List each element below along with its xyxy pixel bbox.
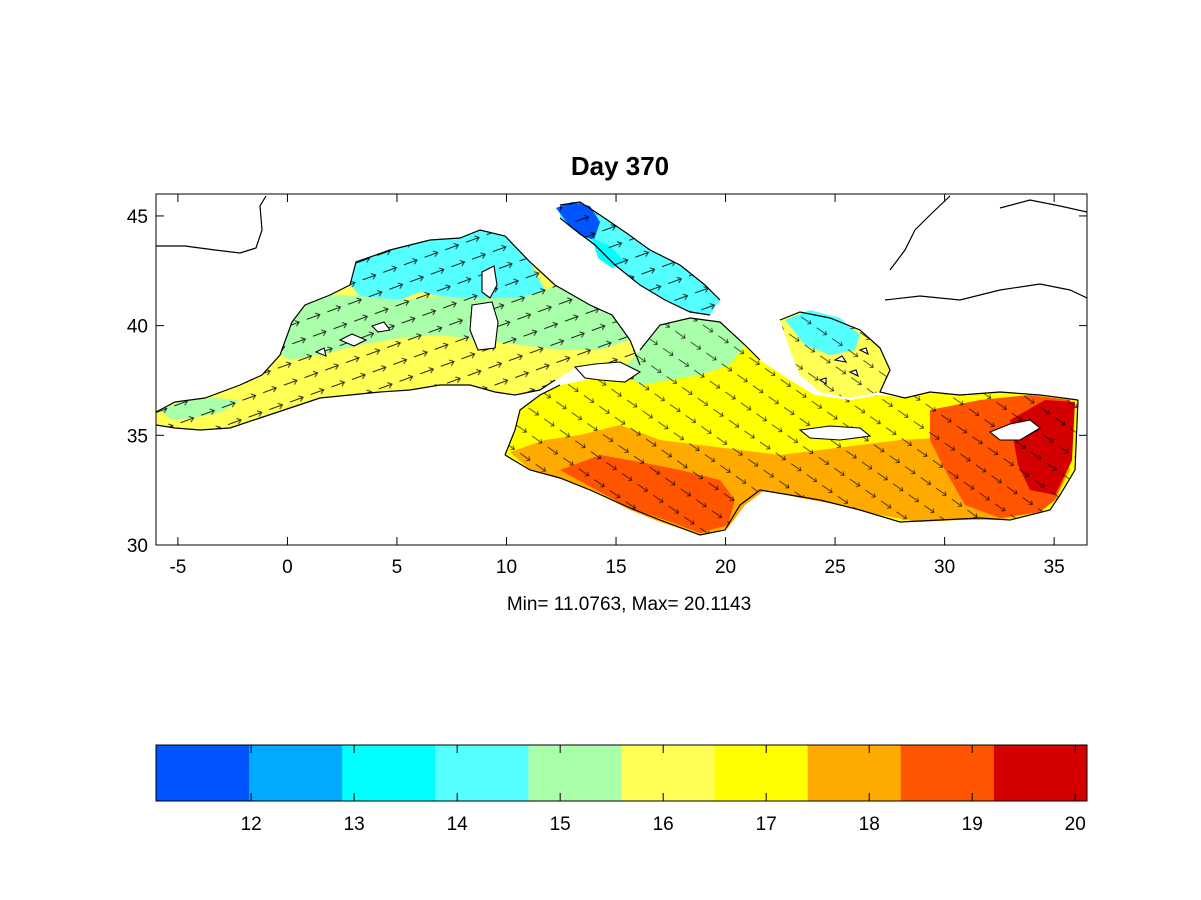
colorbar-swatch (156, 745, 250, 801)
colorbar-swatch (900, 745, 995, 801)
x-tick-label: 30 (934, 557, 955, 578)
colorbar-tick-label: 12 (241, 814, 262, 835)
min-max-caption: Min= 11.0763, Max= 20.1143 (507, 594, 751, 615)
x-tick-label: 0 (282, 557, 293, 578)
colorbar-swatch (621, 745, 716, 801)
sea-surface-temperature-map (156, 195, 1087, 536)
balearic-islands (314, 321, 391, 357)
sicily (573, 361, 642, 383)
colorbar-swatch (807, 745, 902, 801)
y-tick-label: 35 (127, 426, 148, 447)
x-tick-label: 15 (605, 557, 626, 578)
colorbar-swatch (435, 745, 529, 801)
x-tick-label: 35 (1044, 557, 1065, 578)
chart-title: Day 370 (571, 151, 669, 181)
y-tick-label: 30 (127, 536, 148, 557)
x-tick-label: 25 (825, 557, 846, 578)
sardinia (469, 301, 499, 351)
x-tick-label: 10 (496, 557, 517, 578)
x-axis: -5 0 5 10 15 20 25 30 35 (169, 194, 1065, 578)
y-tick-label: 45 (127, 207, 148, 228)
colorbar-tick-label: 14 (447, 814, 469, 835)
x-tick-label: -5 (169, 557, 186, 578)
aegean-islands (818, 347, 869, 386)
colorbar-tick-label: 18 (859, 814, 880, 835)
x-tick-label: 20 (715, 557, 736, 578)
colorbar-frame (155, 744, 1088, 802)
y-axis: 30 35 40 45 (127, 207, 1087, 557)
colorbar-swatch (528, 745, 622, 801)
colorbar-tick-label: 16 (653, 814, 674, 835)
y-tick-label: 40 (127, 317, 148, 338)
colorbar-tick-label: 20 (1065, 814, 1086, 835)
colorbar-swatch (714, 745, 809, 801)
colorbar-tick-label: 15 (550, 814, 571, 835)
coastlines (156, 195, 1087, 536)
colorbar-swatch (249, 745, 343, 801)
colorbar: 12 13 14 15 16 17 18 19 20 (155, 744, 1088, 835)
colorbar-tick-label: 19 (962, 814, 983, 835)
colorbar-tick-label: 13 (344, 814, 365, 835)
corsica (481, 265, 498, 299)
crete (798, 425, 872, 441)
colorbar-swatch (342, 745, 436, 801)
colorbar-swatch (993, 745, 1088, 801)
plot-frame (155, 193, 1088, 546)
velocity-vectors (156, 202, 1078, 535)
islands (314, 265, 1041, 441)
x-tick-label: 5 (392, 557, 403, 578)
colorbar-tick-label: 17 (756, 814, 777, 835)
cyprus (988, 419, 1041, 441)
